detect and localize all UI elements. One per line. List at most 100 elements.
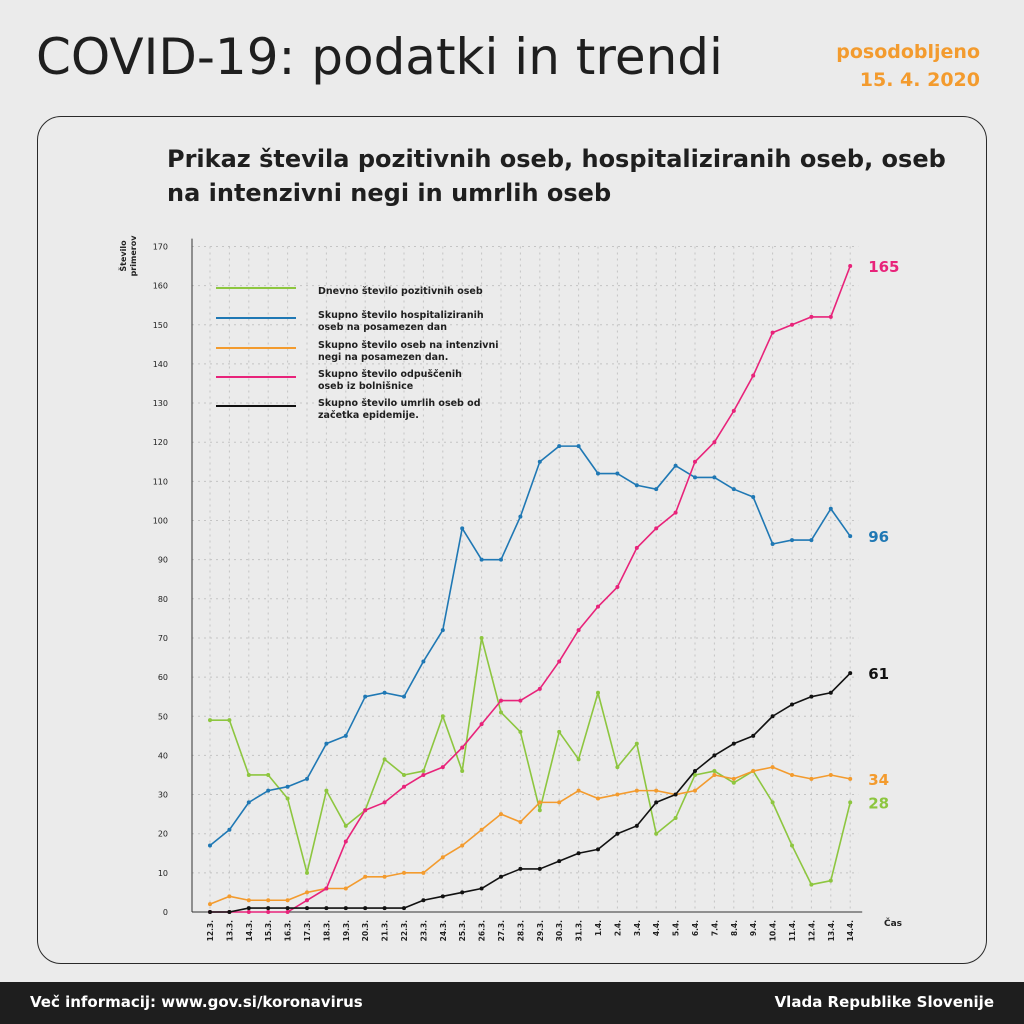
data-point-2 xyxy=(499,812,503,817)
data-point-4 xyxy=(227,910,232,914)
data-point-1 xyxy=(654,487,659,492)
chart-title-line-2: na intenzivni negi in umrlih oseb xyxy=(167,179,612,207)
data-point-0 xyxy=(440,714,445,719)
y-tick-label: 70 xyxy=(158,634,168,643)
x-tick-label: 27.3. xyxy=(497,920,506,942)
legend-entry: Dnevno število pozitivnih oseb xyxy=(318,286,483,297)
data-point-3 xyxy=(828,314,833,319)
updated-date: 15. 4. 2020 xyxy=(859,69,980,91)
data-point-0 xyxy=(790,843,794,848)
data-point-4 xyxy=(615,831,620,836)
data-point-2 xyxy=(402,870,406,875)
data-point-1 xyxy=(285,784,290,789)
x-tick-label: 30.3. xyxy=(555,920,564,942)
legend-entry: Skupno število odpuščenih xyxy=(318,369,462,380)
x-tick-label: 5.4. xyxy=(672,920,681,936)
data-point-4 xyxy=(285,906,290,911)
data-point-0 xyxy=(537,808,542,813)
data-point-2 xyxy=(208,902,212,907)
data-point-2 xyxy=(343,886,348,891)
data-point-2 xyxy=(693,788,697,793)
footer: Več informacij: www.gov.si/koronavirus V… xyxy=(0,982,1024,1024)
end-value-label-3: 165 xyxy=(868,258,899,276)
data-point-1 xyxy=(518,514,523,519)
data-point-2 xyxy=(654,788,659,793)
data-point-2 xyxy=(285,898,290,903)
x-tick-label: 1.4. xyxy=(594,920,603,936)
data-point-0 xyxy=(712,769,717,774)
y-tick-label: 10 xyxy=(158,869,168,878)
data-point-2 xyxy=(809,776,814,781)
data-point-2 xyxy=(848,776,853,781)
data-point-3 xyxy=(518,698,523,703)
x-tick-label: 4.4. xyxy=(652,920,661,936)
y-tick-label: 130 xyxy=(153,399,168,408)
end-value-label-0: 28 xyxy=(868,794,889,812)
data-point-3 xyxy=(751,373,756,378)
series-line-3 xyxy=(210,265,851,913)
data-point-1 xyxy=(712,475,717,480)
legend-entry: začetka epidemije. xyxy=(318,410,419,421)
x-tick-label: 11.4. xyxy=(788,920,797,942)
data-point-1 xyxy=(809,538,814,543)
data-point-2 xyxy=(731,776,736,781)
data-point-3 xyxy=(712,440,717,445)
x-tick-label: 17.3. xyxy=(303,920,312,942)
data-point-4 xyxy=(266,906,271,911)
legend-entry: oseb na posamezen dan xyxy=(318,322,447,333)
data-point-4 xyxy=(731,741,736,746)
series-line-4 xyxy=(210,672,851,913)
data-point-4 xyxy=(809,694,814,699)
data-point-2 xyxy=(712,772,717,777)
footer-organization: Vlada Republike Slovenije xyxy=(774,993,994,1011)
legend-entry: negi na posamezen dan. xyxy=(318,352,448,363)
data-point-1 xyxy=(440,628,445,633)
x-tick-label: 6.4. xyxy=(691,920,700,936)
x-tick-label: 2.4. xyxy=(613,920,622,936)
x-tick-label: 9.4. xyxy=(749,920,758,936)
data-point-1 xyxy=(848,534,853,539)
data-point-2 xyxy=(305,890,309,895)
series-line-1 xyxy=(209,445,851,847)
data-point-4 xyxy=(557,859,562,864)
data-point-3 xyxy=(343,839,348,844)
data-point-2 xyxy=(266,898,271,903)
data-point-4 xyxy=(790,702,794,707)
data-point-2 xyxy=(440,855,445,860)
data-point-0 xyxy=(324,788,329,793)
data-point-4 xyxy=(751,733,756,738)
data-point-0 xyxy=(402,772,406,777)
data-point-0 xyxy=(673,816,678,821)
data-point-0 xyxy=(731,780,736,785)
data-point-2 xyxy=(596,796,600,801)
legend-entry: oseb iz bolnišnice xyxy=(318,381,413,392)
data-point-4 xyxy=(712,753,717,758)
data-point-3 xyxy=(576,628,581,633)
data-point-4 xyxy=(440,894,445,899)
data-point-3 xyxy=(634,545,639,550)
data-point-0 xyxy=(479,635,484,640)
data-point-2 xyxy=(246,898,251,903)
series-line-0 xyxy=(210,637,851,886)
data-point-1 xyxy=(479,557,484,562)
data-point-3 xyxy=(770,330,775,335)
data-point-4 xyxy=(460,890,465,895)
y-tick-label: 160 xyxy=(153,282,168,291)
footer-info-link[interactable]: Več informacij: www.gov.si/koronavirus xyxy=(30,993,363,1011)
data-point-0 xyxy=(848,800,853,805)
x-tick-label: 19.3. xyxy=(342,920,351,942)
x-axis-label: Čas xyxy=(884,917,902,929)
page-title: COVID-19: podatki in trendi xyxy=(36,28,723,86)
data-point-1 xyxy=(343,733,348,738)
y-tick-label: 140 xyxy=(153,360,168,369)
data-point-3 xyxy=(731,408,736,413)
data-point-4 xyxy=(382,906,387,911)
data-point-1 xyxy=(751,495,756,500)
data-point-0 xyxy=(305,870,309,875)
data-point-0 xyxy=(266,772,271,777)
data-point-3 xyxy=(693,459,697,464)
data-point-1 xyxy=(363,694,368,699)
data-point-4 xyxy=(343,906,348,911)
data-point-1 xyxy=(557,444,562,449)
